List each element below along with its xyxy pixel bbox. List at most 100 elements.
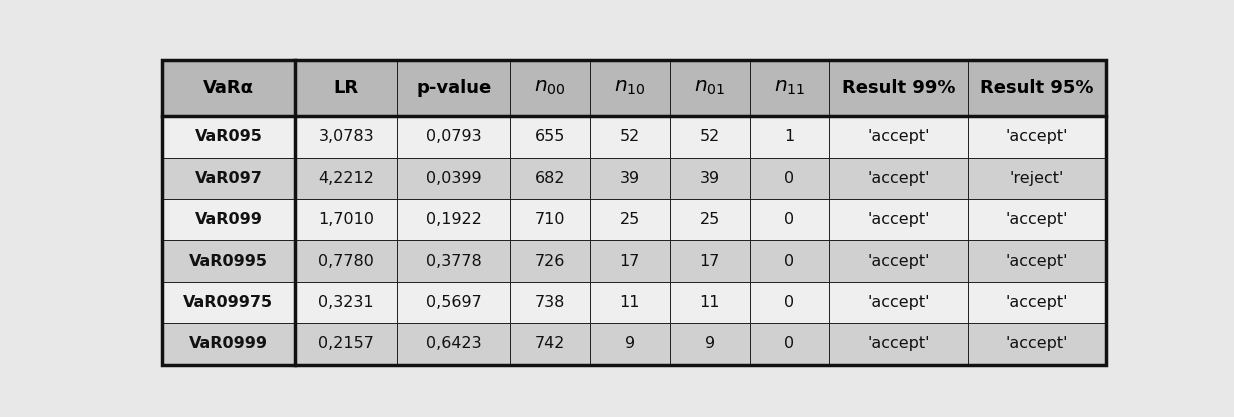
- Text: 'accept': 'accept': [868, 337, 929, 352]
- Text: 11: 11: [619, 295, 640, 310]
- Bar: [162, 116, 295, 158]
- Bar: [510, 282, 590, 323]
- Text: 0,1922: 0,1922: [426, 212, 481, 227]
- Bar: [967, 323, 1106, 365]
- Text: 17: 17: [619, 254, 640, 269]
- Bar: [749, 241, 829, 282]
- Text: p-value: p-value: [416, 79, 491, 97]
- Text: $n_{00}$: $n_{00}$: [534, 78, 565, 98]
- Text: Result 99%: Result 99%: [842, 79, 955, 97]
- Text: 'accept': 'accept': [868, 254, 929, 269]
- Text: Result 95%: Result 95%: [980, 79, 1093, 97]
- Text: 'accept': 'accept': [1006, 254, 1067, 269]
- Bar: [162, 199, 295, 241]
- Text: 738: 738: [534, 295, 565, 310]
- Text: 'accept': 'accept': [1006, 295, 1067, 310]
- Bar: [510, 60, 590, 116]
- Text: 0,0399: 0,0399: [426, 171, 481, 186]
- Bar: [670, 282, 749, 323]
- Bar: [590, 116, 670, 158]
- Text: 39: 39: [700, 171, 719, 186]
- Bar: [162, 158, 295, 199]
- Bar: [590, 199, 670, 241]
- Text: 52: 52: [619, 129, 640, 144]
- Text: 25: 25: [619, 212, 640, 227]
- Bar: [670, 323, 749, 365]
- Text: 0,7780: 0,7780: [318, 254, 374, 269]
- Text: 742: 742: [534, 337, 565, 352]
- Bar: [670, 241, 749, 282]
- Bar: [967, 60, 1106, 116]
- Bar: [162, 241, 295, 282]
- Bar: [397, 158, 510, 199]
- Bar: [397, 116, 510, 158]
- Text: 52: 52: [700, 129, 719, 144]
- Bar: [510, 241, 590, 282]
- Text: $n_{10}$: $n_{10}$: [615, 78, 645, 98]
- Text: 655: 655: [534, 129, 565, 144]
- Bar: [749, 282, 829, 323]
- Text: 'accept': 'accept': [868, 295, 929, 310]
- Bar: [967, 199, 1106, 241]
- Bar: [295, 199, 397, 241]
- Text: VaR0999: VaR0999: [189, 337, 268, 352]
- Bar: [510, 158, 590, 199]
- Bar: [590, 241, 670, 282]
- Bar: [670, 116, 749, 158]
- Bar: [295, 241, 397, 282]
- Text: VaR099: VaR099: [195, 212, 263, 227]
- Bar: [510, 323, 590, 365]
- Bar: [829, 241, 967, 282]
- Text: LR: LR: [333, 79, 359, 97]
- Text: 'accept': 'accept': [1006, 337, 1067, 352]
- Text: 0,3778: 0,3778: [426, 254, 481, 269]
- Bar: [295, 323, 397, 365]
- Text: 9: 9: [624, 337, 634, 352]
- Text: 'reject': 'reject': [1009, 171, 1064, 186]
- Text: 0: 0: [785, 254, 795, 269]
- Bar: [829, 323, 967, 365]
- Text: 39: 39: [619, 171, 639, 186]
- Bar: [590, 323, 670, 365]
- Bar: [590, 282, 670, 323]
- Text: VaR095: VaR095: [195, 129, 263, 144]
- Bar: [967, 116, 1106, 158]
- Text: 4,2212: 4,2212: [318, 171, 374, 186]
- Bar: [397, 199, 510, 241]
- Text: 1: 1: [785, 129, 795, 144]
- Text: 710: 710: [534, 212, 565, 227]
- Bar: [670, 60, 749, 116]
- Text: 726: 726: [534, 254, 565, 269]
- Text: VaR0995: VaR0995: [189, 254, 268, 269]
- Bar: [829, 282, 967, 323]
- Text: 'accept': 'accept': [868, 129, 929, 144]
- Bar: [295, 158, 397, 199]
- Text: 0,6423: 0,6423: [426, 337, 481, 352]
- Bar: [967, 282, 1106, 323]
- Text: 'accept': 'accept': [868, 212, 929, 227]
- Bar: [590, 60, 670, 116]
- Bar: [829, 116, 967, 158]
- Text: VaR09975: VaR09975: [184, 295, 274, 310]
- Bar: [162, 282, 295, 323]
- Bar: [295, 116, 397, 158]
- Text: 'accept': 'accept': [868, 171, 929, 186]
- Bar: [397, 282, 510, 323]
- Text: 0,2157: 0,2157: [318, 337, 374, 352]
- Bar: [295, 60, 397, 116]
- Text: 0,0793: 0,0793: [426, 129, 481, 144]
- Text: 'accept': 'accept': [1006, 129, 1067, 144]
- Text: 9: 9: [705, 337, 714, 352]
- Bar: [397, 323, 510, 365]
- Text: $n_{11}$: $n_{11}$: [774, 78, 805, 98]
- Text: 11: 11: [700, 295, 719, 310]
- Text: 682: 682: [534, 171, 565, 186]
- Text: 0: 0: [785, 337, 795, 352]
- Bar: [670, 199, 749, 241]
- Text: 0: 0: [785, 295, 795, 310]
- Bar: [397, 241, 510, 282]
- Bar: [749, 158, 829, 199]
- Bar: [162, 60, 295, 116]
- Text: $n_{01}$: $n_{01}$: [694, 78, 726, 98]
- Text: 25: 25: [700, 212, 719, 227]
